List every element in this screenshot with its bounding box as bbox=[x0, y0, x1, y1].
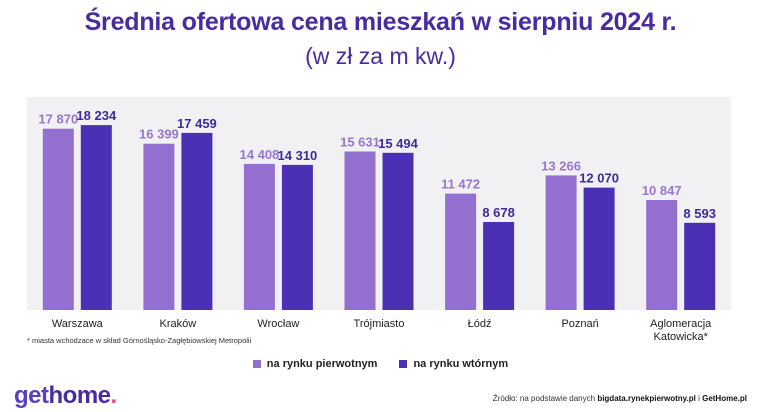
category-label-0: Warszawa bbox=[52, 318, 104, 330]
bar-primary-2 bbox=[243, 163, 275, 310]
category-label-1: Kraków bbox=[160, 318, 197, 330]
value-label-primary-4: 11 472 bbox=[441, 177, 480, 192]
value-label-primary-5: 13 266 bbox=[541, 158, 581, 173]
chart-subtitle: (w zł za m kw.) bbox=[305, 43, 456, 69]
legend-swatch-primary bbox=[252, 360, 261, 368]
legend-label-secondary: na rynku wtórnym bbox=[413, 358, 509, 370]
bar-secondary-4 bbox=[483, 222, 515, 310]
category-label-3: Trójmiasto bbox=[354, 318, 405, 330]
bar-secondary-1 bbox=[181, 132, 213, 310]
value-label-primary-2: 14 408 bbox=[240, 147, 280, 162]
bars-layer bbox=[42, 125, 716, 310]
legend-item-secondary: na rynku wtórnym bbox=[399, 358, 508, 370]
legend-swatch-secondary bbox=[399, 360, 408, 368]
value-label-primary-6: 10 847 bbox=[642, 183, 682, 198]
bar-secondary-5 bbox=[583, 187, 615, 310]
source-site-2: GetHome.pl bbox=[702, 394, 747, 403]
bar-primary-3 bbox=[344, 151, 376, 310]
bar-primary-4 bbox=[445, 193, 477, 310]
bar-secondary-6 bbox=[684, 222, 716, 310]
value-label-secondary-5: 12 070 bbox=[579, 171, 619, 186]
bar-primary-5 bbox=[545, 175, 577, 310]
value-label-secondary-2: 14 310 bbox=[278, 148, 318, 163]
category-labels-layer: Warszawa Kraków Wrocław Trójmiasto Łódź Pozna… bbox=[52, 318, 712, 340]
bar-primary-6 bbox=[646, 200, 678, 310]
source-prefix: Źródło: na podstawie danych bbox=[492, 394, 598, 403]
value-label-secondary-6: 8 593 bbox=[683, 206, 716, 221]
bar-secondary-2 bbox=[281, 164, 313, 310]
gethome-logo: gethome. bbox=[14, 382, 117, 410]
category-label-4: Łódź bbox=[468, 318, 492, 330]
value-label-primary-3: 15 631 bbox=[340, 135, 380, 150]
chart-title: Średnia ofertowa cena mieszkań w sierpni… bbox=[84, 8, 677, 36]
plot-background bbox=[27, 97, 731, 310]
footnote: * miasta wchodzace w skład Górnośląsko-Z… bbox=[27, 336, 252, 345]
category-label-2: Wrocław bbox=[257, 318, 299, 330]
value-label-secondary-3: 15 494 bbox=[378, 136, 419, 151]
value-label-primary-1: 16 399 bbox=[139, 127, 179, 142]
logo-part-get: get bbox=[14, 382, 49, 409]
value-label-secondary-1: 17 459 bbox=[177, 116, 217, 131]
category-label-5: Poznań bbox=[561, 318, 598, 330]
source-note: Źródło: na podstawie danych bigdata.ryne… bbox=[493, 394, 747, 403]
logo-part-home: home bbox=[48, 382, 112, 409]
category-label-6: Aglomeracja bbox=[650, 318, 712, 330]
logo-dot: . bbox=[110, 382, 118, 409]
legend-item-primary: na rynku pierwotnym bbox=[252, 358, 378, 370]
bar-secondary-3 bbox=[382, 152, 414, 310]
value-label-secondary-0: 18 234 bbox=[76, 108, 117, 123]
bar-primary-1 bbox=[143, 143, 175, 310]
source-site-1: bigdata.rynekpierwotny.pl bbox=[597, 394, 696, 403]
legend-label-primary: na rynku pierwotnym bbox=[266, 358, 378, 370]
legend: na rynku pierwotnym na rynku wtórnym bbox=[0, 358, 761, 370]
source-separator: i bbox=[695, 394, 703, 403]
value-label-primary-0: 17 870 bbox=[38, 112, 78, 127]
bar-secondary-0 bbox=[80, 125, 112, 310]
bar-primary-0 bbox=[42, 128, 74, 310]
value-label-secondary-4: 8 678 bbox=[482, 205, 515, 220]
category-label-6-line1: Katowicka* bbox=[653, 331, 708, 340]
